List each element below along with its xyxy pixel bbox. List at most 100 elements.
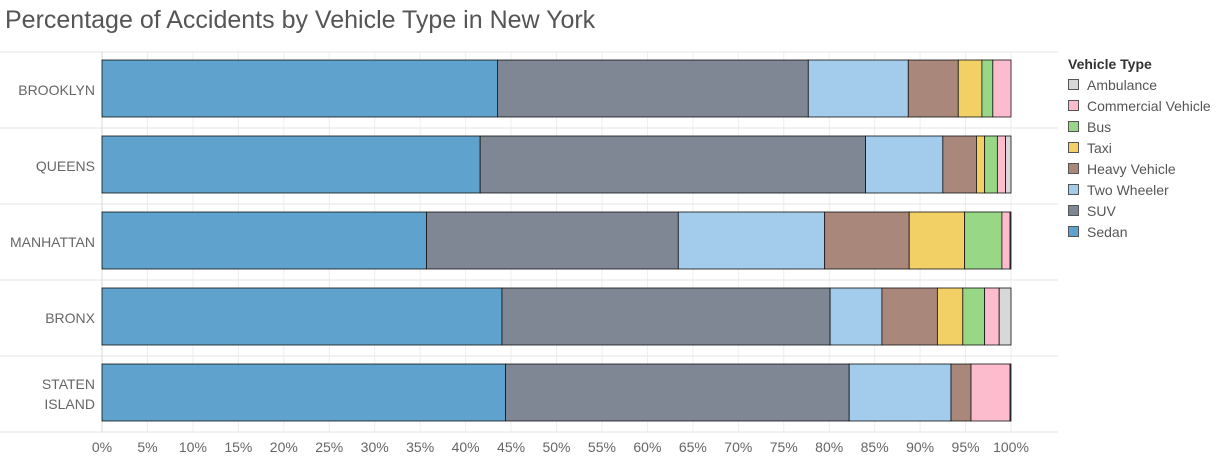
bar-segment (1009, 363, 1012, 422)
legend-item: Sedan (1068, 221, 1211, 242)
bar-segment (848, 363, 952, 422)
bar-segment (992, 59, 1012, 118)
x-tick-label: 90% (906, 439, 934, 455)
category-label-line: ISLAND (44, 396, 95, 412)
legend-label: Ambulance (1087, 76, 1158, 93)
legend-label: Heavy Vehicle (1087, 160, 1176, 177)
x-axis-ticks: 0% 5% 10% 15% 20% 25% 30% 35% 40% 45% 50% 55% 60% 65%… (92, 439, 1029, 455)
x-tick-label: 45% (497, 439, 525, 455)
bar-segment (1001, 211, 1011, 270)
x-tick-label: 55% (588, 439, 616, 455)
bars (101, 59, 1012, 422)
x-tick-label: 0% (92, 439, 112, 455)
x-tick-label: 5% (137, 439, 157, 455)
category-label: MANHATTAN (10, 234, 95, 250)
bar-segment (950, 363, 972, 422)
bar-segment (981, 59, 994, 118)
bar-segment (984, 135, 998, 194)
legend-swatch (1068, 142, 1079, 153)
bar-segment (101, 287, 503, 346)
x-tick-label: 10% (179, 439, 207, 455)
bar-segment (996, 135, 1006, 194)
legend: Vehicle Type Ambulance Commercial Vehicle… (1068, 55, 1211, 242)
bar-segment (479, 135, 866, 194)
category-label: STATEN ISLAND (42, 376, 95, 412)
legend-item: Taxi (1068, 137, 1211, 158)
legend-item: Bus (1068, 116, 1211, 137)
legend-swatch (1068, 226, 1079, 237)
legend-label: Commercial Vehicle (1087, 97, 1211, 114)
bar-segment (101, 135, 481, 194)
bar-segment (501, 287, 831, 346)
legend-swatch (1068, 79, 1079, 90)
bar-segment (865, 135, 944, 194)
legend-item: SUV (1068, 200, 1211, 221)
legend-items: Ambulance Commercial Vehicle Bus Taxi Heavy … (1068, 74, 1211, 242)
legend-label: SUV (1087, 202, 1116, 219)
legend-item: Ambulance (1068, 74, 1211, 95)
bar-segment (101, 363, 506, 422)
category-label-line: STATEN (42, 376, 95, 392)
bar-segment (505, 363, 850, 422)
bar-segment (1005, 135, 1012, 194)
x-tick-label: 80% (815, 439, 843, 455)
legend-swatch (1068, 205, 1079, 216)
x-tick-label: 35% (406, 439, 434, 455)
x-tick-label: 60% (633, 439, 661, 455)
bar-segment (976, 135, 986, 194)
category-labels: BROOKLYN QUEENS MANHATTAN BRONX STATEN ISLAND (10, 82, 96, 412)
bar-segment (881, 287, 938, 346)
bar-segment (1009, 211, 1012, 270)
x-tick-label: 85% (861, 439, 889, 455)
legend-label: Bus (1087, 118, 1112, 135)
bar-segment (936, 287, 964, 346)
legend-label: Two Wheeler (1087, 181, 1169, 198)
category-label-line: BROOKLYN (18, 82, 95, 98)
x-tick-label: 15% (224, 439, 252, 455)
x-tick-label: 70% (724, 439, 752, 455)
bar-segment (426, 211, 679, 270)
bar-segment (807, 59, 909, 118)
bar-segment (908, 211, 966, 270)
bar-segment (677, 211, 826, 270)
legend-item: Two Wheeler (1068, 179, 1211, 200)
x-tick-label: 20% (270, 439, 298, 455)
x-tick-label: 100% (993, 439, 1029, 455)
legend-title: Vehicle Type (1068, 56, 1152, 72)
category-label: BRONX (45, 310, 95, 326)
bar-segment (962, 287, 986, 346)
x-tick-label: 65% (679, 439, 707, 455)
x-tick-label: 95% (952, 439, 980, 455)
bar-segment (984, 287, 1000, 346)
x-tick-label: 25% (315, 439, 343, 455)
legend-item: Commercial Vehicle (1068, 95, 1211, 116)
x-tick-label: 50% (542, 439, 570, 455)
stacked-bar-chart: BROOKLYN QUEENS MANHATTAN BRONX STATEN ISLAND… (0, 51, 1058, 455)
bar-segment (829, 287, 883, 346)
bar-segment (970, 363, 1011, 422)
bar-segment (101, 59, 498, 118)
legend-item: Heavy Vehicle (1068, 158, 1211, 179)
category-label-line: BRONX (45, 310, 95, 326)
x-tick-label: 30% (361, 439, 389, 455)
bar-segment (497, 59, 809, 118)
legend-label: Taxi (1087, 139, 1112, 156)
bar-segment (907, 59, 959, 118)
legend-swatch (1068, 184, 1079, 195)
bar-segment (101, 211, 427, 270)
bar-segment (998, 287, 1012, 346)
chart-title: Percentage of Accidents by Vehicle Type … (5, 6, 596, 34)
bar-segment (957, 59, 983, 118)
legend-swatch (1068, 121, 1079, 132)
legend-label: Sedan (1087, 223, 1128, 240)
bar-segment (964, 211, 1003, 270)
category-label-line: QUEENS (36, 158, 95, 174)
bar-segment (942, 135, 977, 194)
category-label: QUEENS (36, 158, 95, 174)
category-label-line: MANHATTAN (10, 234, 95, 250)
category-label: BROOKLYN (18, 82, 95, 98)
x-tick-label: 75% (770, 439, 798, 455)
legend-swatch (1068, 163, 1079, 174)
x-tick-label: 40% (452, 439, 480, 455)
legend-swatch (1068, 100, 1079, 111)
